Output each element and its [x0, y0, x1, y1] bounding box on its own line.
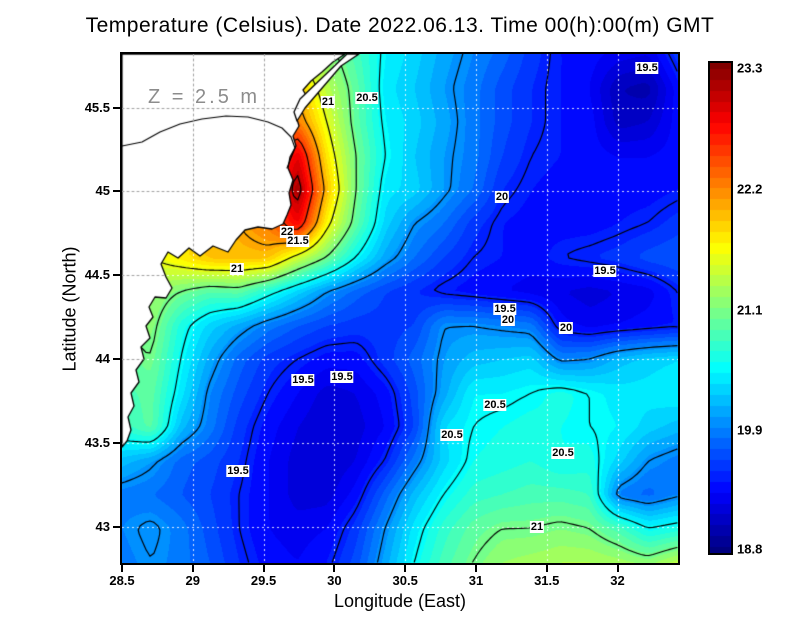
contour-label: 19.5: [593, 265, 617, 277]
contour-label: 21: [529, 521, 545, 533]
colorbar-tick-label: 21.1: [737, 302, 763, 318]
contour-label: 19.5: [493, 303, 517, 315]
contour-label: 20.5: [355, 92, 379, 104]
contour-label: 19.5: [330, 371, 354, 383]
y-tick-label: 45: [95, 183, 110, 199]
x-tick-label: 30: [327, 573, 342, 588]
colorbar-tick-label: 22.2: [737, 181, 763, 197]
x-tick-label: 30.5: [392, 573, 418, 588]
y-tick-mark: [113, 274, 120, 277]
contour-label: 21.5: [286, 235, 310, 247]
plot-title: Temperature (Celsius). Date 2022.06.13. …: [85, 14, 715, 37]
x-axis-title: Longitude (East): [333, 591, 467, 611]
contour-label: 20.5: [483, 399, 507, 411]
contour-label: 21: [229, 263, 245, 275]
x-tick-mark: [616, 565, 619, 572]
y-tick-label: 44.5: [84, 267, 110, 283]
x-tick-label: 29: [185, 573, 201, 588]
contour-label: 19.5: [226, 465, 250, 477]
contour-label: 19.5: [291, 374, 315, 386]
colorbar-frame: [708, 61, 733, 555]
y-tick-label: 45.5: [84, 99, 110, 115]
x-tick-label: 31.5: [534, 573, 560, 588]
contour-label: 20.5: [551, 447, 575, 459]
x-tick-mark: [262, 565, 265, 572]
y-axis-title: Latitude (North): [59, 246, 80, 372]
x-tick-label: 28.5: [109, 573, 135, 588]
colorbar-tick-label: 19.9: [737, 422, 763, 438]
depth-annotation: Z = 2.5 m: [148, 86, 261, 108]
contour-label: 20: [558, 322, 574, 334]
x-tick-mark: [474, 565, 477, 572]
x-tick-mark: [121, 565, 123, 572]
contour-label: 20: [494, 191, 510, 203]
x-tick-mark: [404, 565, 407, 572]
y-tick-label: 43: [95, 518, 110, 534]
contour-label: 21: [320, 96, 336, 108]
y-tick-mark: [113, 190, 120, 193]
temperature-map-canvas: [122, 54, 678, 563]
x-tick-mark: [191, 565, 194, 572]
y-tick-mark: [113, 358, 120, 361]
y-tick-mark: [113, 441, 120, 444]
contour-label: 20: [500, 314, 516, 326]
colorbar-canvas: [710, 63, 731, 553]
contour-label: 19.5: [635, 62, 659, 74]
x-tick-label: 29.5: [250, 573, 277, 588]
y-tick-mark: [113, 106, 120, 109]
y-tick-mark: [113, 525, 120, 528]
y-tick-label: 43.5: [84, 434, 110, 450]
x-tick-label: 31: [468, 573, 484, 588]
x-tick-mark: [545, 565, 548, 572]
colorbar-tick-label: 23.3: [737, 60, 763, 76]
colorbar-tick-label: 18.8: [737, 541, 763, 557]
y-tick-label: 44: [95, 351, 110, 367]
x-tick-label: 32: [610, 573, 625, 588]
contour-label: 20.5: [440, 429, 464, 441]
x-tick-mark: [333, 565, 336, 572]
